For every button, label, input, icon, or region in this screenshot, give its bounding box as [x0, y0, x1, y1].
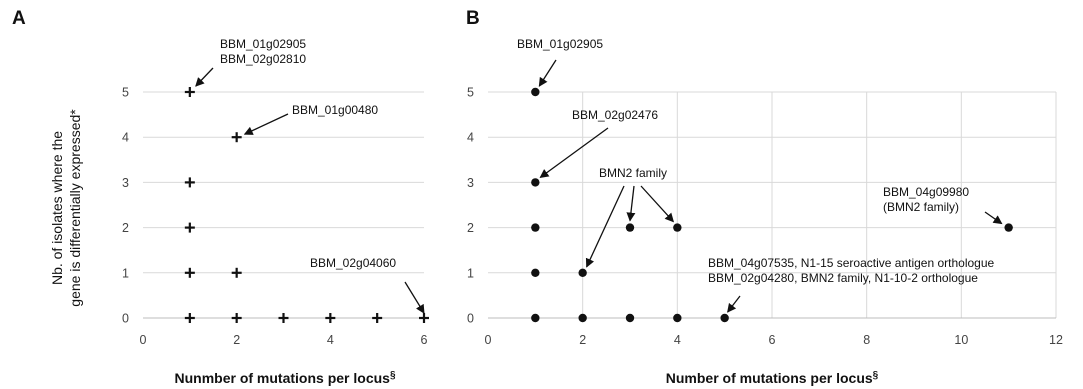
- panel-a-annotation-arrow: [404, 281, 425, 314]
- panel-a-x-axis-label-text: Nunmber of mutations per locus: [174, 370, 390, 386]
- panel-a-ticks: 0 1 2 3 4 5 0 2 4 6: [122, 86, 427, 348]
- panel-a-point: [419, 313, 429, 323]
- panel-a-y-tick-label: 1: [122, 266, 129, 280]
- panel-a-x-tick-label: 4: [327, 333, 334, 347]
- panel-b-annotation-line: BBM_04g09980: [883, 185, 969, 199]
- panel-b-annotation-arrow: [984, 211, 1003, 225]
- panel-a-y-tick-label: 3: [122, 176, 129, 190]
- panel-b-y-tick-label: 1: [467, 266, 474, 280]
- panel-a-x-tick-label: 6: [421, 333, 428, 347]
- panel-a-point: [184, 267, 195, 278]
- panel-b-x-axis-label-sup: §: [873, 370, 879, 381]
- panel-a-annotations: BBM_01g02905 BBM_02g02810 BBM_01g00480 BBM_…: [195, 37, 425, 314]
- panel-a-annotation-text: BBM_01g02905 BBM_02g02810: [220, 37, 306, 66]
- panel-a-annotation-line: BBM_01g02905: [220, 37, 306, 51]
- panel-a-point: [372, 313, 383, 323]
- panel-a-point: [278, 313, 289, 323]
- panel-a-y-tick-label: 5: [122, 86, 129, 100]
- panel-a-annotation-line: BBM_02g02810: [220, 52, 306, 66]
- panel-b-annotation-line: BBM_02g04280, BMN2 family, N1-10-2 ortho…: [708, 271, 978, 285]
- panel-b-annotation-line: BMN2 family: [599, 166, 667, 180]
- panel-b-point: [720, 313, 729, 323]
- panel-b-y-tick-label: 3: [467, 176, 474, 190]
- panel-b-x-tick-label: 0: [485, 333, 492, 347]
- panel-b-point: [625, 223, 635, 232]
- panel-b-point: [531, 87, 540, 97]
- panel-b-point: [531, 223, 540, 232]
- panel-a-annotation-line: BBM_02g04060: [310, 256, 396, 270]
- panel-b-x-tick-label: 2: [579, 333, 586, 347]
- panel-a-point: [231, 313, 242, 323]
- panel-b-annotation-line: BBM_04g07535, N1-15 seroactive antigen o…: [708, 256, 995, 270]
- panel-a-annotation-text: BBM_01g00480: [292, 103, 378, 117]
- panel-b-x-tick-label: 10: [954, 333, 968, 347]
- panel-b-annotation-line: BBM_02g02476: [572, 108, 658, 122]
- panel-b-x-tick-label: 6: [769, 333, 776, 347]
- panel-b-annotation-arrow: [539, 127, 609, 178]
- panel-b-points: [531, 87, 1013, 323]
- panel-a-annotation-text: BBM_02g04060: [310, 256, 396, 270]
- panel-a-y-axis-label-line1: Nb. of isolates where the: [49, 131, 65, 285]
- panel-b-annotation-arrow: [585, 185, 625, 268]
- panel-b-point: [578, 313, 587, 323]
- panel-b-point: [625, 313, 635, 323]
- panel-b-x-tick-label: 4: [674, 333, 681, 347]
- panel-a-grid: [143, 91, 424, 319]
- panel-a-x-tick-label: 0: [140, 333, 147, 347]
- panel-b-x-tick-label: 12: [1049, 333, 1063, 347]
- panel-a-y-tick-label: 2: [122, 221, 129, 235]
- panel-a-annotation-arrow: [243, 113, 289, 135]
- panel-b-point: [1004, 223, 1013, 232]
- panel-a-point: [231, 267, 242, 278]
- panel-b-point: [531, 268, 540, 277]
- panel-b-point: [673, 313, 682, 323]
- panel-b-x-tick-label: 8: [863, 333, 870, 347]
- panel-a-x-axis-label: Nunmber of mutations per locus§: [174, 370, 395, 386]
- panel-b-annotation-arrow: [626, 185, 636, 222]
- panel-a-point: [325, 313, 336, 323]
- panel-b-point: [531, 178, 540, 187]
- panel-b-x-axis-label: Number of mutations per locus§: [666, 370, 879, 386]
- panel-a-annotation-arrow: [195, 67, 214, 87]
- panel-b-annotation-arrow: [538, 59, 557, 87]
- panel-b-annotations: BBM_01g02905 BBM_02g02476 BMN2 family BBM_0…: [517, 37, 1003, 313]
- panel-a-x-axis-label-sup: §: [390, 370, 396, 381]
- panel-a-points: [184, 87, 429, 323]
- panel-b-y-tick-label: 4: [467, 131, 474, 145]
- panel-a-point: [184, 87, 195, 97]
- panel-a-annotation-line: BBM_01g00480: [292, 103, 378, 117]
- panel-a-point: [184, 222, 195, 233]
- panel-b-annotation-arrow: [640, 185, 675, 223]
- panel-b-annotation-line: BBM_01g02905: [517, 37, 603, 51]
- panel-a-y-tick-label: 0: [122, 312, 129, 326]
- panel-a-x-tick-label: 2: [233, 333, 240, 347]
- panel-b-annotation-text: BBM_01g02905: [517, 37, 603, 51]
- panel-a-point: [231, 132, 242, 143]
- panel-b-point: [673, 223, 682, 232]
- panel-a-letter: A: [12, 8, 26, 29]
- panel-b-x-axis-label-text: Number of mutations per locus: [666, 370, 873, 386]
- panel-a-point: [184, 313, 195, 323]
- panel-b-y-tick-label: 0: [467, 312, 474, 326]
- panel-b-annotation-arrow: [727, 295, 741, 313]
- panel-b-letter: B: [466, 8, 480, 29]
- panel-b-annotation-text: BBM_02g02476: [572, 108, 658, 122]
- panel-b-y-tick-label: 5: [467, 86, 474, 100]
- panel-b-point: [578, 268, 587, 277]
- panel-b-annotation-text: BBM_04g09980 (BMN2 family): [883, 185, 969, 214]
- panel-b-annotation-text: BBM_04g07535, N1-15 seroactive antigen o…: [708, 256, 995, 285]
- panel-b-annotation-text: BMN2 family: [599, 166, 667, 180]
- panel-a-point: [184, 177, 195, 188]
- panel-b-annotation-line: (BMN2 family): [883, 200, 959, 214]
- panel-b-y-tick-label: 2: [467, 221, 474, 235]
- panel-b-point: [531, 313, 540, 323]
- panel-a-y-tick-label: 4: [122, 131, 129, 145]
- panel-a-y-axis-label-line2: gene is differentially expressed*: [67, 109, 83, 307]
